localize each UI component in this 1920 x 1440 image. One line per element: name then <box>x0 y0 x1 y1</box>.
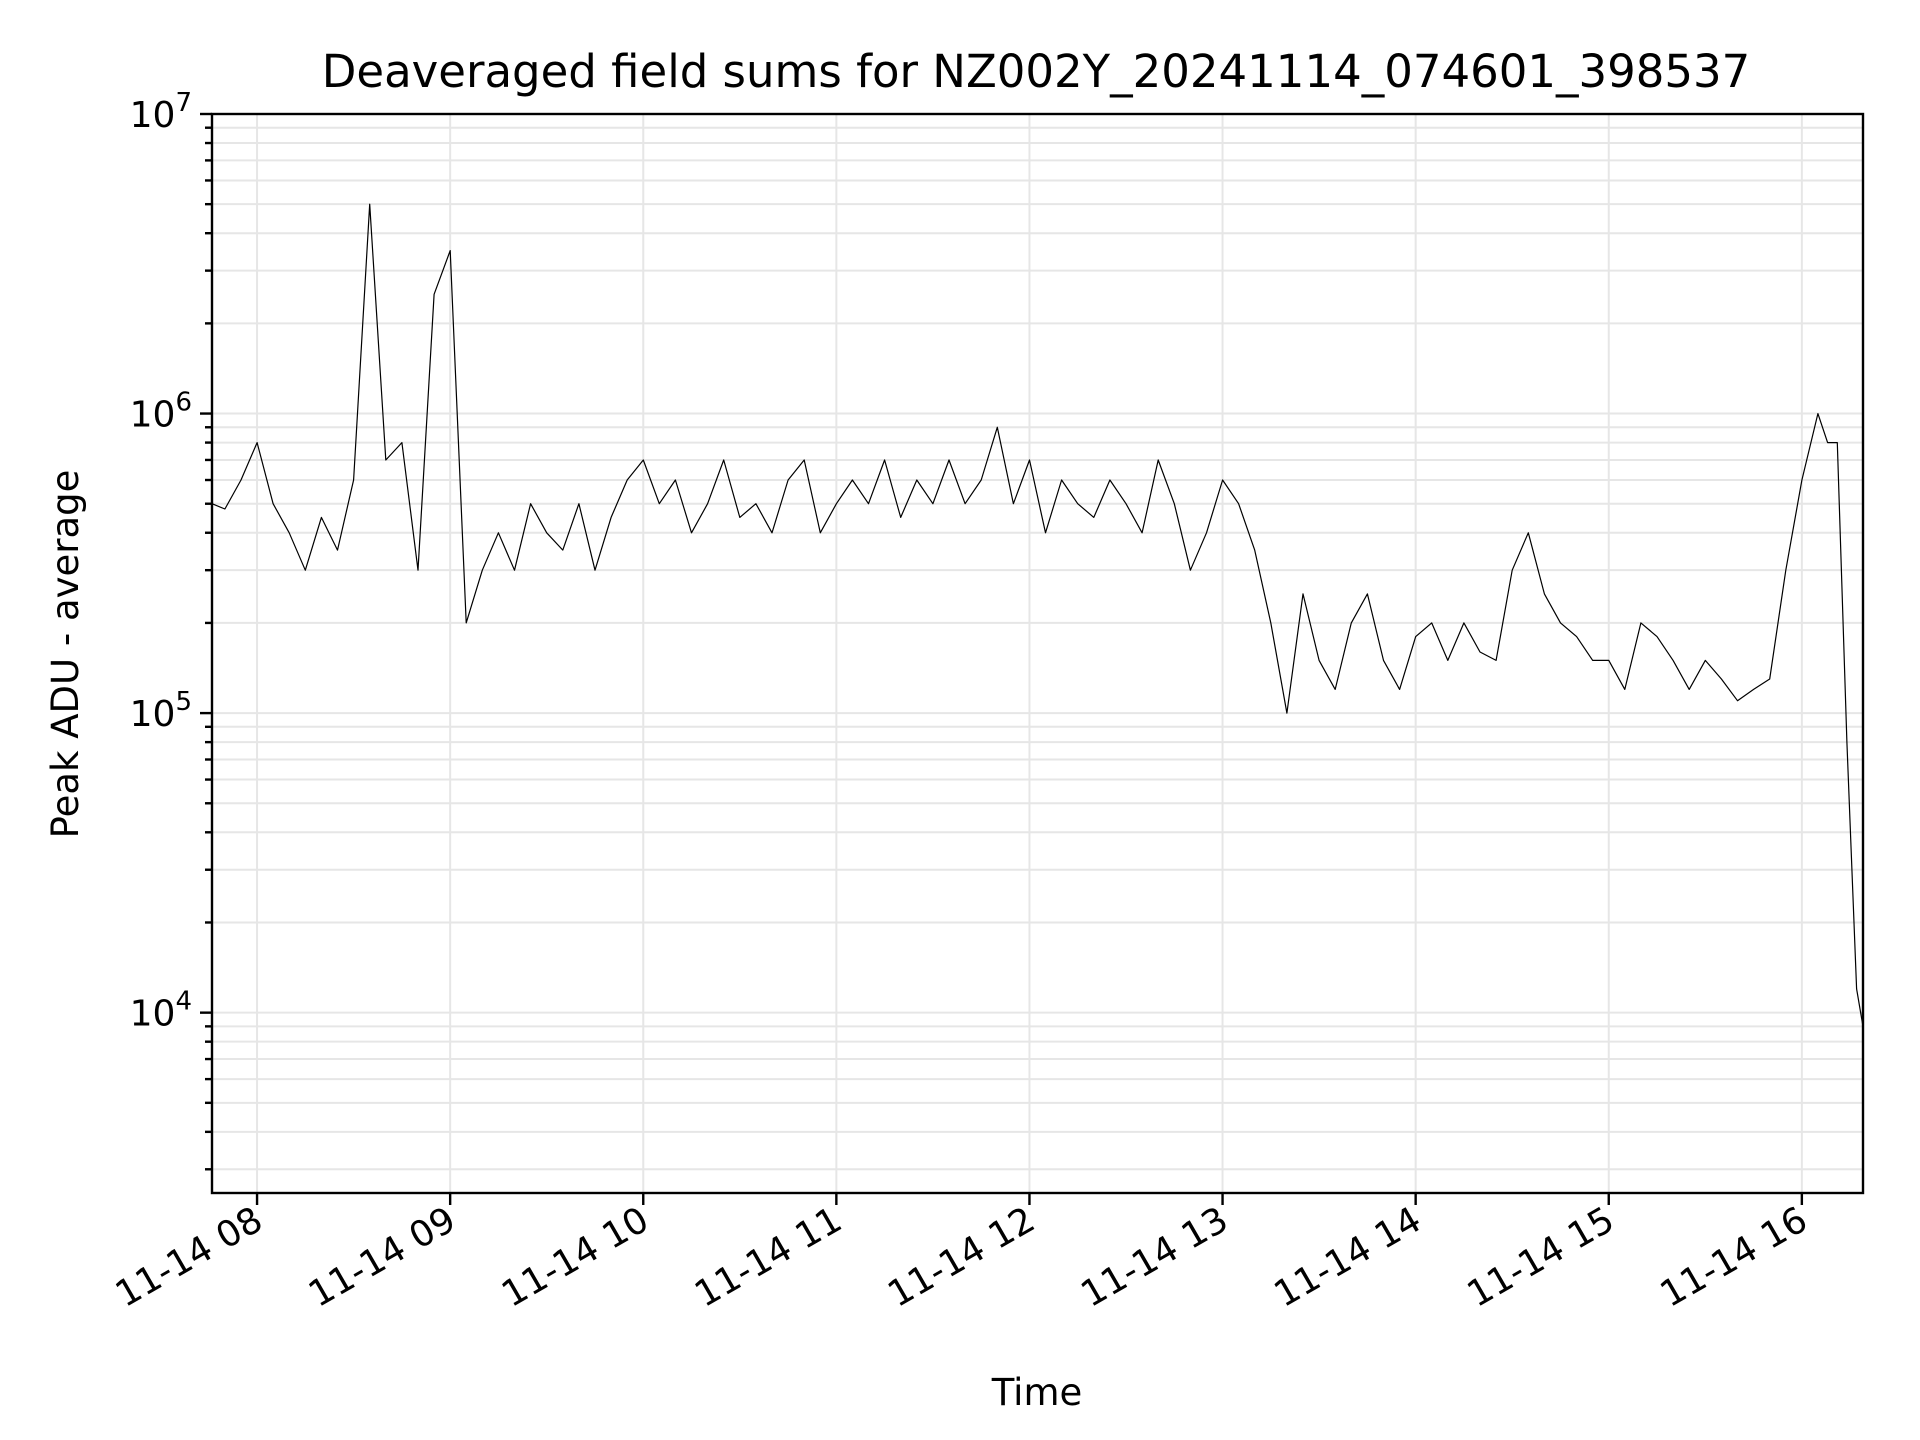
x-tick-label-6: 11-14 14 <box>1267 1199 1428 1315</box>
chart-title: Deaveraged field sums for NZ002Y_2024111… <box>322 45 1751 98</box>
y-tick-label-0: 104 <box>130 987 192 1035</box>
x-axis: 11-14 08 11-14 09 11-14 10 11-14 11 11-14 12… <box>109 1193 1814 1316</box>
x-tick-label-2: 11-14 10 <box>495 1199 656 1315</box>
x-tick-label-1: 11-14 09 <box>302 1199 463 1315</box>
series-line-0 <box>211 203 1864 1027</box>
y-axis: 104 105 106 107 <box>130 88 212 1171</box>
plot-area-frame <box>210 112 1865 1195</box>
y-tick-label-3: 107 <box>130 88 192 136</box>
x-tick-label-0: 11-14 08 <box>109 1199 270 1315</box>
x-tick-label-3: 11-14 11 <box>688 1199 849 1315</box>
x-tick-label-7: 11-14 15 <box>1461 1199 1622 1315</box>
y-tick-label-1: 105 <box>130 687 192 735</box>
y-axis-label: Peak ADU - average <box>44 470 87 839</box>
x-tick-label-8: 11-14 16 <box>1654 1199 1815 1315</box>
x-axis-label: Time <box>991 1371 1083 1414</box>
series-group <box>211 203 1864 1027</box>
x-tick-label-5: 11-14 13 <box>1074 1199 1235 1315</box>
x-tick-label-4: 11-14 12 <box>881 1199 1042 1315</box>
y-tick-label-2: 106 <box>130 388 192 436</box>
grid <box>212 113 1863 1193</box>
